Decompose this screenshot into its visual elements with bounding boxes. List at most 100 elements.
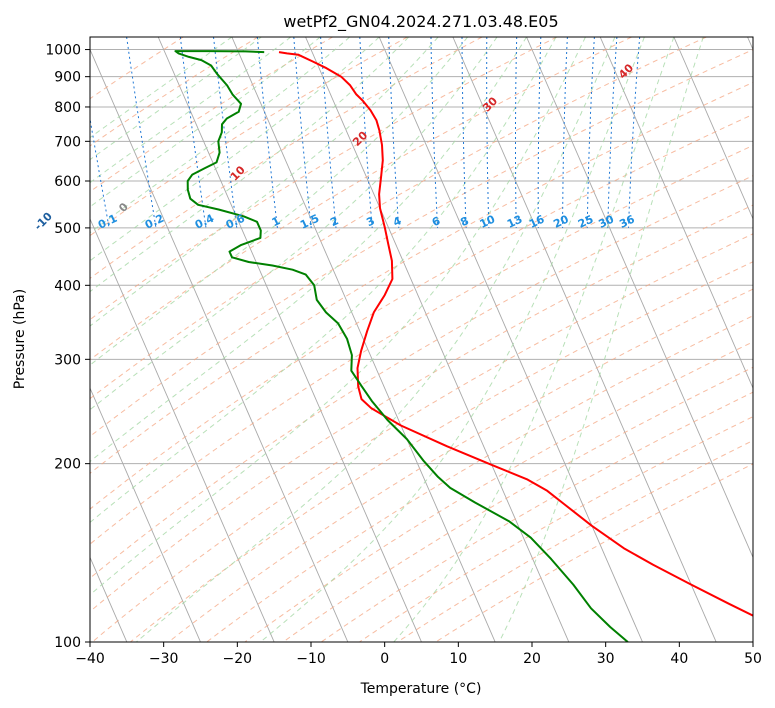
temperature-profile-line xyxy=(278,51,753,617)
mixing-ratio-line xyxy=(562,37,568,228)
dry-adiabat-line xyxy=(90,37,408,237)
y-tick-label: 100 xyxy=(54,635,81,651)
mixing-ratio-label: 2 xyxy=(328,214,340,229)
chart-title: wetPf2_GN04.2024.271.03.48.E05 xyxy=(283,12,558,32)
isotherm-line xyxy=(305,37,570,642)
mixing-ratio-line xyxy=(430,37,439,228)
x-tick-label: 20 xyxy=(523,651,541,667)
dry-adiabat-line xyxy=(90,175,753,579)
dry-adiabat-line xyxy=(91,233,753,642)
mixing-ratio-label: 13 xyxy=(505,213,524,231)
axes: −40 −30 −20 −10 0 10 20 30 40 5010009008007006005… xyxy=(45,43,762,667)
mixing-ratio-line xyxy=(586,37,595,228)
mixing-ratio-line xyxy=(320,37,337,228)
dry-adiabat-label: 30 xyxy=(480,94,500,114)
isopleth-labels: 0.10.20.40.611.52346810131620253036-100-… xyxy=(32,61,637,233)
mixing-ratio-line xyxy=(537,37,542,228)
dry-adiabat-line xyxy=(90,37,483,279)
dry-adiabat-line xyxy=(244,341,753,642)
moist-adiabat-line xyxy=(498,37,704,642)
dry-adiabat-line xyxy=(359,416,753,642)
dry-adiabat-label: 10 xyxy=(228,163,248,183)
dry-adiabat-line xyxy=(90,37,632,361)
isotherm-line xyxy=(378,37,643,642)
isotherm-line xyxy=(90,386,201,642)
moist-adiabat-line xyxy=(90,37,351,234)
mixing-ratio-label: 36 xyxy=(617,212,637,230)
moist-adiabat-line xyxy=(90,37,557,524)
y-tick-label: 300 xyxy=(54,352,81,368)
y-tick-label: 1000 xyxy=(45,43,81,59)
dry-adiabat-line xyxy=(90,49,753,438)
dry-adiabat-label: 0 xyxy=(116,200,131,215)
mixing-ratio-label: 25 xyxy=(576,213,595,231)
mixing-ratio-line xyxy=(388,37,400,228)
mixing-ratio-line xyxy=(628,37,641,228)
dry-adiabat-line xyxy=(206,315,753,642)
y-tick-label: 400 xyxy=(54,278,81,294)
isotherm-line xyxy=(452,37,717,642)
dry-adiabat-line xyxy=(90,37,333,193)
dry-adiabat-label: -10 xyxy=(32,209,55,232)
mixing-ratio-line xyxy=(213,37,238,228)
y-tick-label: 800 xyxy=(54,100,81,116)
mixing-ratio-label: 20 xyxy=(551,212,571,230)
mixing-ratio-label: 10 xyxy=(478,212,498,230)
mixing-ratio-label: 4 xyxy=(391,214,404,229)
isotherm-line xyxy=(747,37,753,51)
x-tick-label: 10 xyxy=(449,651,467,667)
mixing-ratio-label: 16 xyxy=(527,212,547,230)
moist-adiabat-line xyxy=(90,37,527,463)
dry-adiabat-line xyxy=(397,439,753,642)
mixing-ratio-line xyxy=(90,116,110,228)
y-tick-label: 900 xyxy=(54,70,81,86)
mixing-ratio-line xyxy=(607,37,618,228)
moist-adiabat-line xyxy=(90,37,468,366)
x-tick-label: 50 xyxy=(744,651,762,667)
mixing-ratio-label: 1.5 xyxy=(298,212,321,232)
x-tick-label: −40 xyxy=(75,651,105,667)
moist-adiabat-line xyxy=(90,37,439,327)
mixing-ratio-line xyxy=(461,37,467,228)
mixing-ratio-label: 0.6 xyxy=(224,212,247,232)
isotherm-line xyxy=(90,217,275,642)
dry-adiabat-line xyxy=(168,288,753,642)
plot-area xyxy=(90,37,753,642)
mixing-ratio-label: 0.2 xyxy=(143,212,166,232)
mixing-ratio-line xyxy=(256,37,278,228)
isotherm-line xyxy=(157,37,422,642)
x-tick-label: −10 xyxy=(296,651,326,667)
mixing-ratio-line xyxy=(515,37,518,228)
moist-adiabat-line xyxy=(393,37,675,642)
mixing-ratio-line xyxy=(293,37,312,228)
isotherm-line xyxy=(526,37,753,559)
dry-adiabat-line xyxy=(320,391,753,642)
mixing-ratio-label: 30 xyxy=(597,212,617,230)
moist-adiabat-line xyxy=(90,37,586,596)
x-tick-label: 40 xyxy=(670,651,688,667)
isotherm-line xyxy=(599,37,753,390)
dry-adiabat-line xyxy=(90,37,558,321)
x-axis-title: Temperature (°C) xyxy=(360,681,482,697)
mixing-ratio-line xyxy=(126,37,157,228)
moist-adiabat-line xyxy=(135,37,616,642)
y-tick-label: 500 xyxy=(54,221,81,237)
moist-adiabat-line xyxy=(90,37,321,208)
isotherm-line xyxy=(90,48,349,642)
mixing-ratio-line xyxy=(179,37,207,228)
moist-adiabat-line xyxy=(260,37,645,642)
mixing-ratio-line xyxy=(359,37,373,228)
mixing-ratio-label: 0.4 xyxy=(193,212,216,232)
y-tick-label: 200 xyxy=(54,457,81,473)
isotherm-line xyxy=(673,37,753,220)
moist-adiabat-line xyxy=(90,37,380,262)
y-tick-label: 600 xyxy=(54,174,81,190)
mixing-ratio-label: 8 xyxy=(458,214,470,229)
x-tick-label: −20 xyxy=(223,651,253,667)
mixing-ratio-label: 3 xyxy=(364,214,376,229)
dry-adiabat-line xyxy=(90,204,753,613)
plot-frame xyxy=(89,36,754,643)
x-tick-label: 0 xyxy=(380,651,389,667)
y-axis-title: Pressure (hPa) xyxy=(12,289,28,389)
